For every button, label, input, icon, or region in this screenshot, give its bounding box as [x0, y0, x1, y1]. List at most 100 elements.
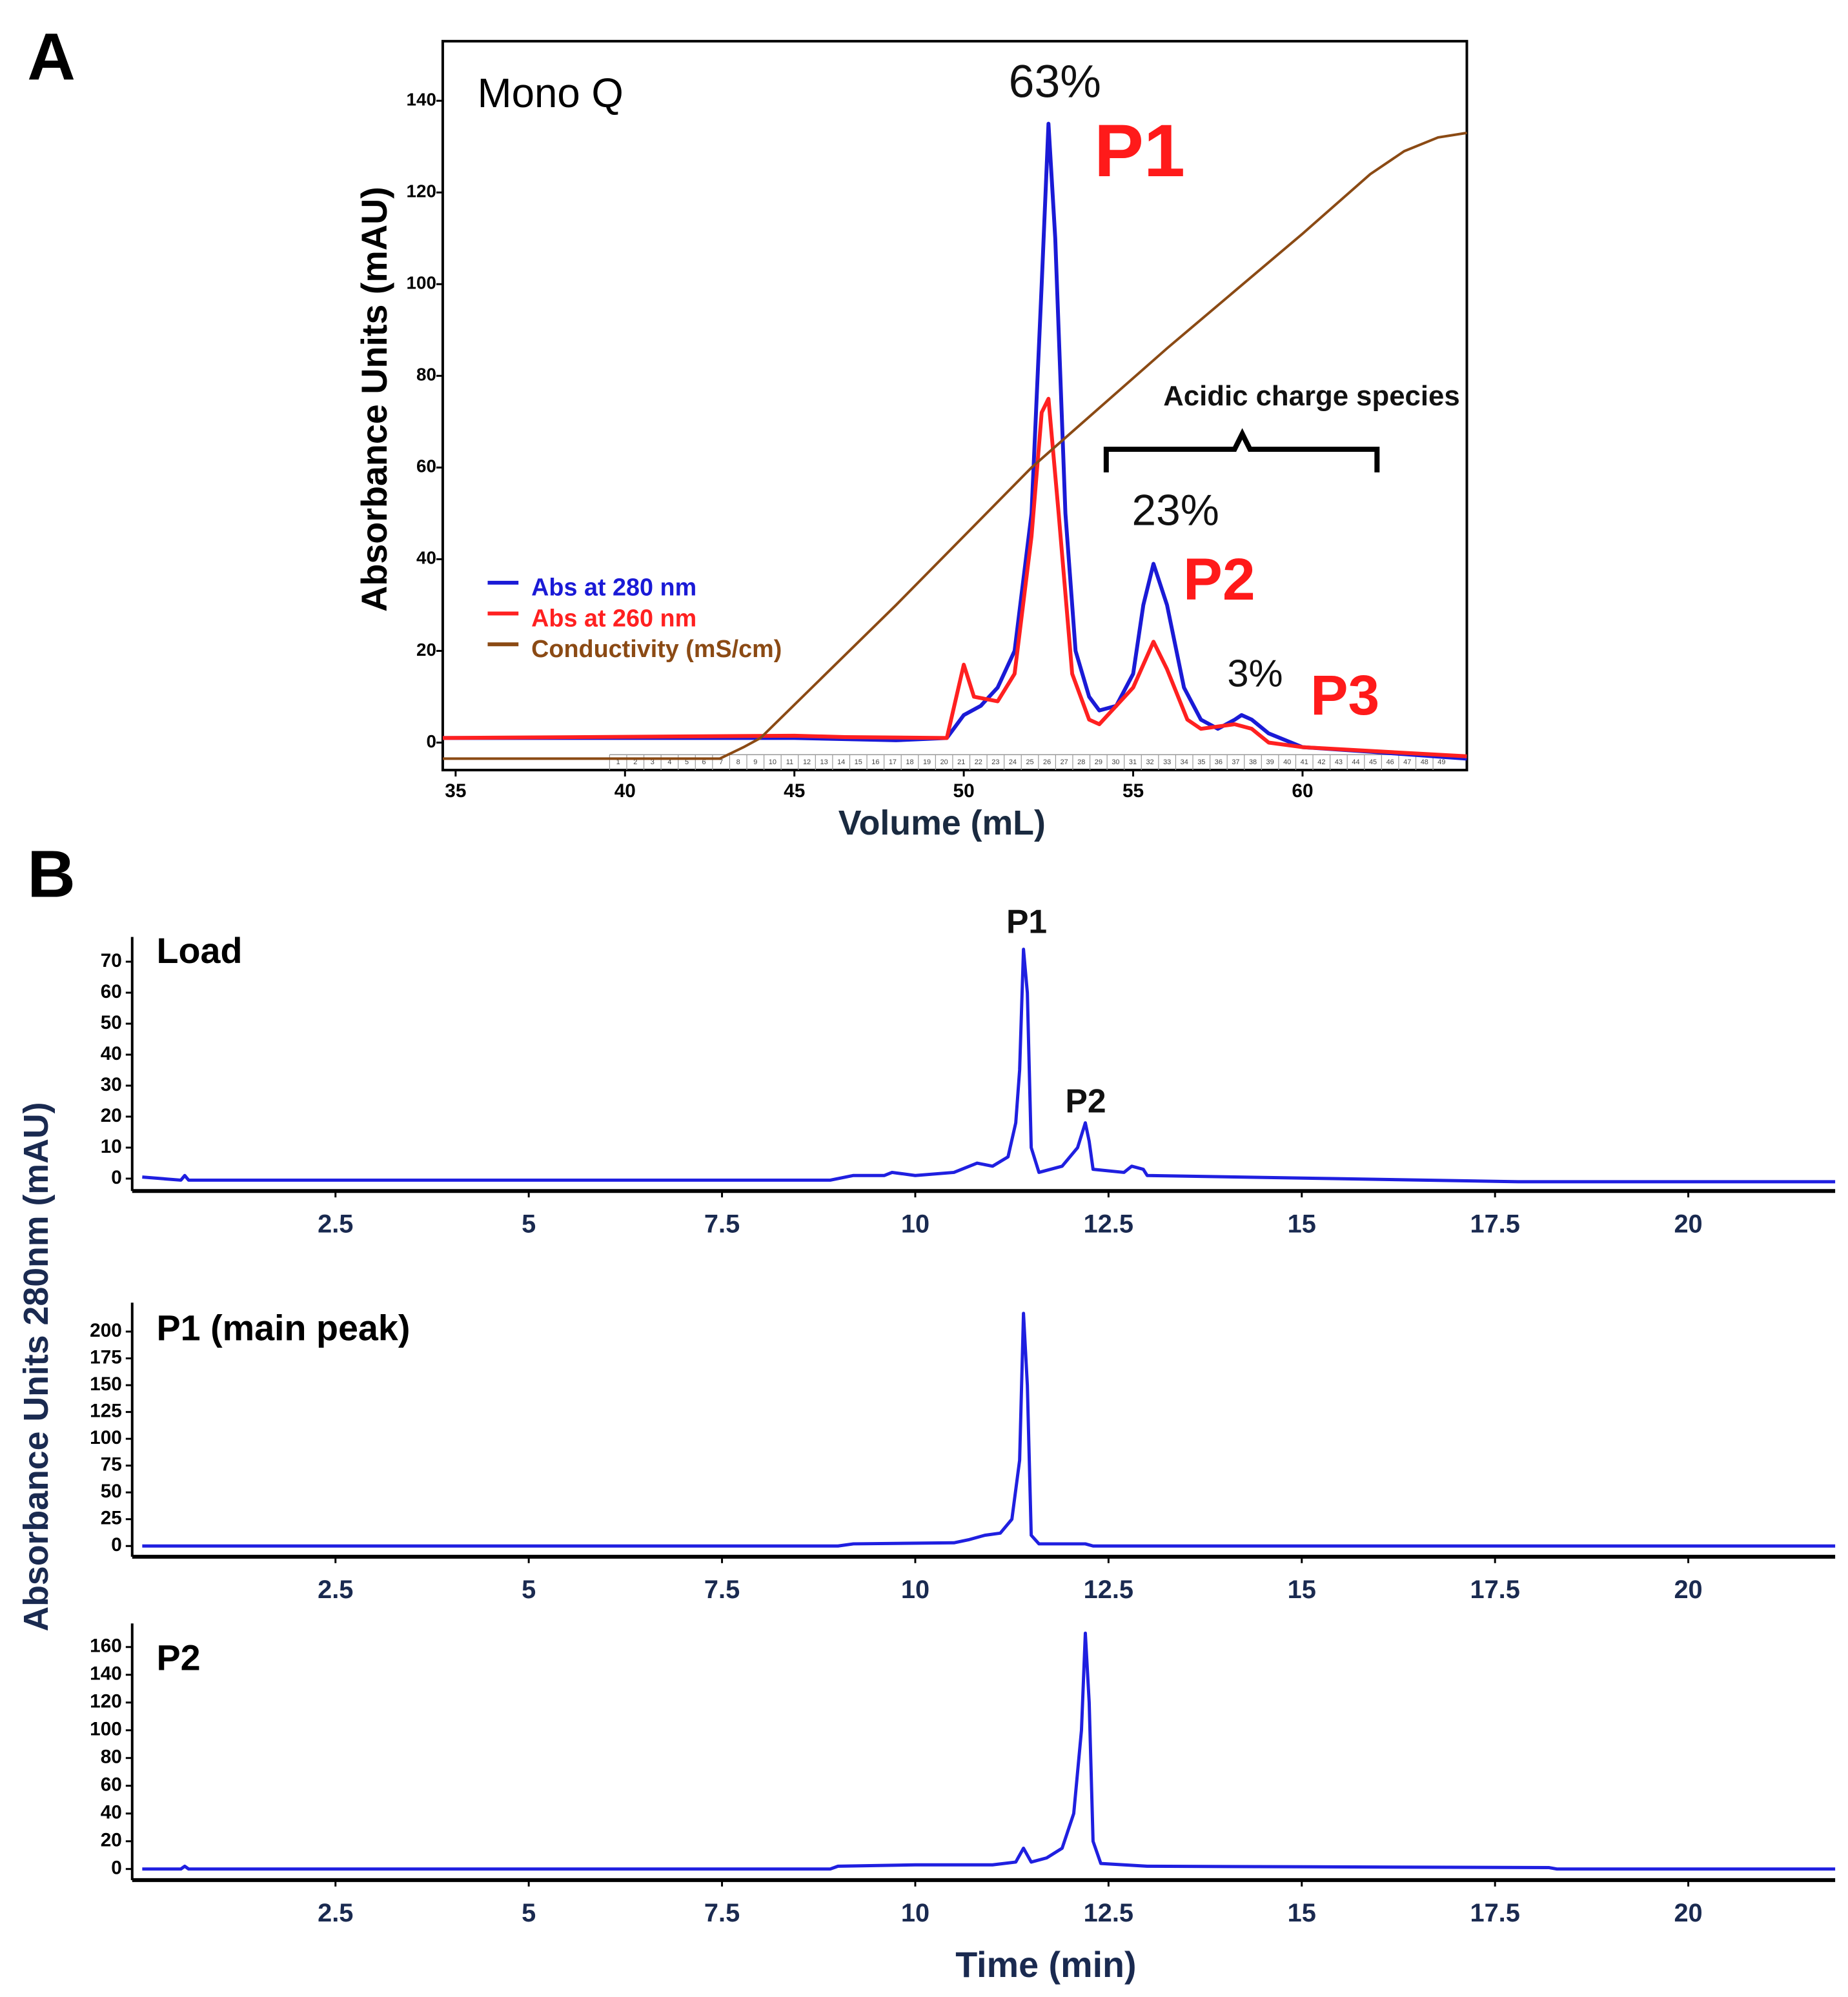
fraction-label: 17	[889, 758, 897, 766]
chart-title: Load	[157, 931, 243, 971]
y-tick-label: 60	[101, 981, 122, 1002]
fraction-label: 10	[769, 758, 777, 766]
x-tick-label: 55	[1122, 780, 1144, 802]
x-tick-label: 20	[1674, 1576, 1702, 1604]
fraction-label: 29	[1095, 758, 1102, 766]
x-tick-label: 45	[784, 780, 805, 802]
x-tick-label: 12.5	[1084, 1576, 1133, 1604]
x-tick-label: 15	[1288, 1210, 1316, 1238]
plot-frame	[441, 39, 1468, 772]
y-axis-label: Absorbance Units (mAU)	[354, 187, 394, 612]
fraction-label: 5	[685, 758, 689, 766]
x-tick-label: 50	[953, 780, 975, 802]
x-tick-label: 35	[445, 780, 466, 802]
y-tick-label: 80	[416, 365, 436, 385]
y-tick-label: 75	[101, 1454, 122, 1475]
y-tick-label: 20	[101, 1830, 122, 1851]
fraction-label: 28	[1077, 758, 1085, 766]
annotation: P1	[1006, 902, 1047, 940]
annotation: Acidic charge species	[1163, 380, 1459, 412]
chart-title: P2	[157, 1638, 201, 1678]
fraction-label: 4	[667, 758, 671, 766]
fraction-label: 13	[820, 758, 828, 766]
fraction-label: 21	[957, 758, 965, 766]
x-tick-label: 2.5	[318, 1210, 353, 1238]
y-tick-label: 120	[90, 1691, 122, 1712]
fraction-label: 43	[1335, 758, 1343, 766]
fraction-label: 35	[1197, 758, 1205, 766]
x-tick-label: 20	[1674, 1899, 1702, 1927]
fraction-label: 7	[719, 758, 723, 766]
fraction-label: 41	[1301, 758, 1308, 766]
x-tick-label: 17.5	[1470, 1899, 1519, 1927]
y-tick-label: 10	[101, 1136, 122, 1157]
fraction-label: 11	[786, 758, 793, 766]
y-tick-label: 125	[90, 1401, 122, 1422]
y-tick-label: 70	[101, 950, 122, 971]
fraction-label: 14	[837, 758, 845, 766]
chart-title: Mono Q	[478, 70, 624, 116]
y-tick-label: 40	[101, 1043, 122, 1064]
fraction-label: 18	[906, 758, 913, 766]
y-tick-label: 0	[111, 1167, 122, 1188]
fraction-label: 33	[1163, 758, 1171, 766]
y-tick-label: 100	[90, 1427, 122, 1448]
fraction-label: 25	[1026, 758, 1033, 766]
x-tick-label: 20	[1674, 1210, 1702, 1238]
fraction-label: 45	[1369, 758, 1377, 766]
annotation: P1	[1094, 110, 1185, 192]
x-tick-label: 7.5	[704, 1899, 740, 1927]
fraction-label: 38	[1249, 758, 1257, 766]
fraction-label: 9	[753, 758, 757, 766]
fraction-label: 27	[1061, 758, 1068, 766]
x-tick-label: 10	[901, 1210, 929, 1238]
fraction-label: 31	[1129, 758, 1137, 766]
x-tick-label: 60	[1292, 780, 1313, 802]
fraction-label: 23	[991, 758, 999, 766]
fraction-label: 19	[923, 758, 931, 766]
fraction-label: 32	[1146, 758, 1153, 766]
y-tick-label: 175	[90, 1346, 122, 1368]
data-line	[142, 1631, 1836, 1871]
y-axis-label: Absorbance Units 280nm (mAU)	[17, 1102, 56, 1632]
x-tick-label: 10	[901, 1899, 929, 1927]
fraction-label: 3	[651, 758, 655, 766]
x-tick-label: 17.5	[1470, 1576, 1519, 1604]
annotation: 23%	[1132, 486, 1219, 534]
y-tick-label: 140	[407, 89, 436, 109]
fraction-label: 37	[1232, 758, 1239, 766]
x-tick-label: 10	[901, 1576, 929, 1604]
annotation: P3	[1310, 664, 1379, 727]
y-tick-label: 0	[111, 1534, 122, 1556]
fraction-label: 12	[803, 758, 811, 766]
legend-label: Abs at 260 nm	[531, 605, 696, 632]
y-tick-label: 40	[101, 1802, 122, 1823]
fraction-label: 40	[1283, 758, 1291, 766]
y-tick-label: 120	[407, 181, 436, 201]
y-tick-label: 50	[101, 1012, 122, 1033]
data-line	[142, 948, 1836, 1184]
fraction-label: 39	[1266, 758, 1274, 766]
annotation: P2	[1065, 1082, 1106, 1120]
x-tick-label: 17.5	[1470, 1210, 1519, 1238]
y-tick-label: 60	[416, 456, 436, 476]
y-tick-label: 20	[416, 640, 436, 660]
legend-label: Conductivity (mS/cm)	[531, 636, 782, 663]
data-line	[442, 396, 1467, 758]
y-tick-label: 0	[427, 731, 436, 751]
fraction-label: 24	[1009, 758, 1017, 766]
data-line	[142, 1312, 1836, 1548]
chart-title: P1 (main peak)	[157, 1308, 411, 1348]
fraction-label: 42	[1317, 758, 1325, 766]
fraction-label: 22	[975, 758, 982, 766]
fraction-label: 1	[616, 758, 620, 766]
x-tick-label: 7.5	[704, 1210, 740, 1238]
panel-label: B	[27, 836, 76, 911]
fraction-label: 30	[1112, 758, 1119, 766]
fraction-label: 2	[633, 758, 637, 766]
x-tick-label: 12.5	[1084, 1899, 1133, 1927]
x-tick-label: 2.5	[318, 1899, 353, 1927]
y-tick-label: 50	[101, 1481, 122, 1502]
